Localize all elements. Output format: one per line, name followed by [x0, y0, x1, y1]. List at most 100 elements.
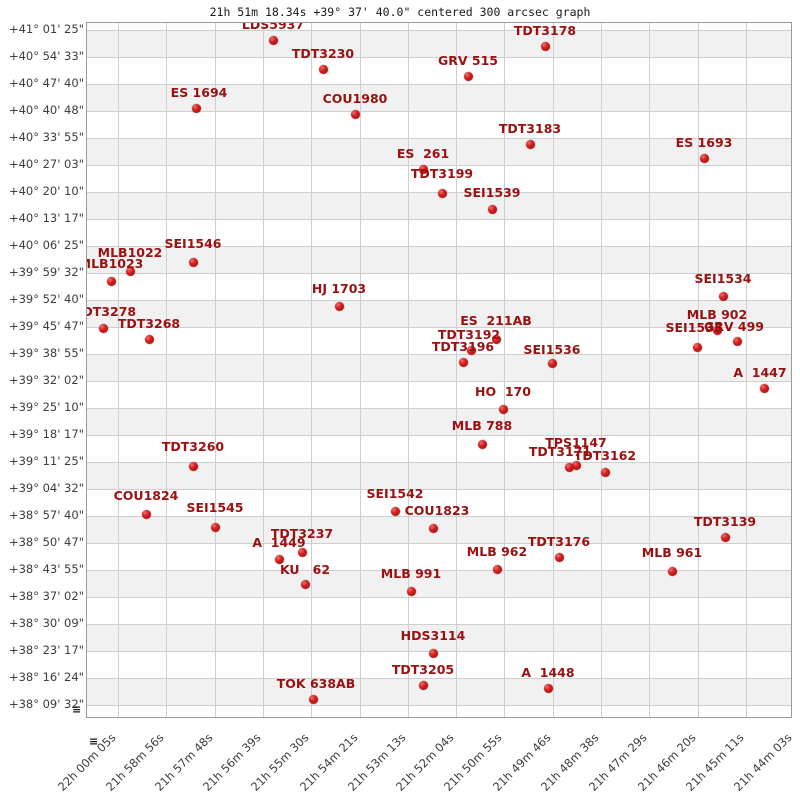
y-tick-label: +39° 25' 10": [8, 400, 84, 414]
star-label: ES 211AB: [460, 313, 532, 328]
star-dot-icon[interactable]: [406, 586, 416, 596]
star-dot-icon[interactable]: [210, 522, 220, 532]
star-label: SEI1533: [665, 320, 723, 335]
star-dot-icon[interactable]: [492, 564, 502, 574]
grid-line-horizontal: [87, 516, 791, 517]
star-dot-icon[interactable]: [318, 64, 328, 74]
star-dot-icon[interactable]: [732, 336, 742, 346]
grid-line-horizontal: [87, 570, 791, 571]
star-label: SEI1542: [366, 486, 424, 501]
star-dot-icon[interactable]: [712, 325, 722, 335]
grid-line-horizontal: [87, 138, 791, 139]
star-dot-icon[interactable]: [418, 680, 428, 690]
star-dot-icon[interactable]: [268, 35, 278, 45]
star-dot-icon[interactable]: [300, 579, 310, 589]
star-dot-icon[interactable]: [297, 547, 307, 557]
star-dot-icon[interactable]: [571, 460, 581, 470]
star-dot-icon[interactable]: [141, 509, 151, 519]
grid-line-horizontal: [87, 651, 791, 652]
star-label: ES 1694: [170, 85, 228, 100]
y-tick-label: +39° 11' 25": [8, 454, 84, 468]
grid-line-horizontal: [87, 381, 791, 382]
grid-line-horizontal: [87, 678, 791, 679]
page-title: 21h 51m 18.34s +39° 37' 40.0" centered 3…: [209, 5, 591, 19]
star-dot-icon[interactable]: [600, 467, 610, 477]
star-dot-icon[interactable]: [144, 334, 154, 344]
star-label: SEI1539: [463, 185, 521, 200]
star-dot-icon[interactable]: [718, 291, 728, 301]
star-dot-icon[interactable]: [667, 566, 677, 576]
star-dot-icon[interactable]: [491, 334, 501, 344]
star-dot-icon[interactable]: [390, 506, 400, 516]
star-label: TDT3196: [431, 339, 495, 354]
y-axis-scroll-glyph: ≡: [72, 703, 82, 716]
star-dot-icon[interactable]: [274, 554, 284, 564]
star-label: TOK 638AB: [276, 676, 356, 691]
star-dot-icon[interactable]: [428, 648, 438, 658]
grid-line-vertical: [745, 23, 747, 717]
star-dot-icon[interactable]: [106, 276, 116, 286]
grid-line-vertical: [552, 23, 554, 717]
star-dot-icon[interactable]: [466, 345, 476, 355]
star-dot-icon[interactable]: [699, 153, 709, 163]
y-tick-label: +38° 16' 24": [8, 670, 84, 684]
y-tick-label: +40° 33' 55": [8, 130, 84, 144]
star-dot-icon[interactable]: [487, 204, 497, 214]
star-dot-icon[interactable]: [554, 552, 564, 562]
star-dot-icon[interactable]: [350, 109, 360, 119]
grid-band: [87, 354, 791, 381]
star-dot-icon[interactable]: [543, 683, 553, 693]
y-tick-label: +39° 59' 32": [8, 265, 84, 279]
grid-line-vertical: [262, 23, 264, 717]
star-label: MLB1023: [87, 256, 144, 271]
grid-band: [87, 300, 791, 327]
star-dot-icon[interactable]: [418, 164, 428, 174]
star-label: TDT3162: [573, 448, 637, 463]
y-tick-label: +39° 18' 17": [8, 427, 84, 441]
star-dot-icon[interactable]: [759, 383, 769, 393]
grid-line-horizontal: [87, 462, 791, 463]
star-dot-icon[interactable]: [188, 461, 198, 471]
plot-area[interactable]: LDS5937 TDT3230 GRV 515 TDT3178 ES 1694 COU19…: [86, 22, 792, 718]
star-dot-icon[interactable]: [540, 41, 550, 51]
star-label: TDT3139: [693, 514, 757, 529]
star-dot-icon[interactable]: [692, 342, 702, 352]
star-label: TDT3268: [117, 316, 181, 331]
y-tick-label: +40° 13' 17": [8, 211, 84, 225]
star-dot-icon[interactable]: [191, 103, 201, 113]
grid-line-horizontal: [87, 435, 791, 436]
star-label: TDT3192: [437, 327, 501, 342]
star-dot-icon[interactable]: [720, 532, 730, 542]
star-dot-icon[interactable]: [463, 71, 473, 81]
y-tick-label: +38° 37' 02": [8, 589, 84, 603]
star-dot-icon[interactable]: [188, 257, 198, 267]
star-dot-icon[interactable]: [125, 266, 135, 276]
grid-line-vertical: [456, 23, 458, 717]
star-dot-icon[interactable]: [458, 357, 468, 367]
star-label: MLB 962: [466, 544, 528, 559]
star-dot-icon[interactable]: [428, 523, 438, 533]
star-dot-icon[interactable]: [98, 323, 108, 333]
grid-line-vertical: [504, 23, 506, 717]
y-tick-label: +38° 57' 40": [8, 508, 84, 522]
grid-line-vertical: [166, 23, 168, 717]
star-dot-icon[interactable]: [525, 139, 535, 149]
star-dot-icon[interactable]: [547, 358, 557, 368]
y-tick-label: +38° 50' 47": [8, 535, 84, 549]
star-dot-icon[interactable]: [564, 462, 574, 472]
star-label: TDT3237: [270, 526, 334, 541]
star-dot-icon[interactable]: [308, 694, 318, 704]
grid-line-vertical: [214, 23, 216, 717]
star-label: KU 62: [279, 562, 331, 577]
grid-line-vertical: [697, 23, 699, 717]
grid-band: [87, 408, 791, 435]
star-dot-icon[interactable]: [477, 439, 487, 449]
star-dot-icon[interactable]: [334, 301, 344, 311]
star-label: TDT3183: [498, 121, 562, 136]
y-tick-label: +39° 32' 02": [8, 373, 84, 387]
star-dot-icon[interactable]: [498, 404, 508, 414]
grid-line-horizontal: [87, 246, 791, 247]
star-label: SEI1545: [186, 500, 244, 515]
star-dot-icon[interactable]: [437, 188, 447, 198]
star-label: MLB 902: [686, 307, 748, 322]
